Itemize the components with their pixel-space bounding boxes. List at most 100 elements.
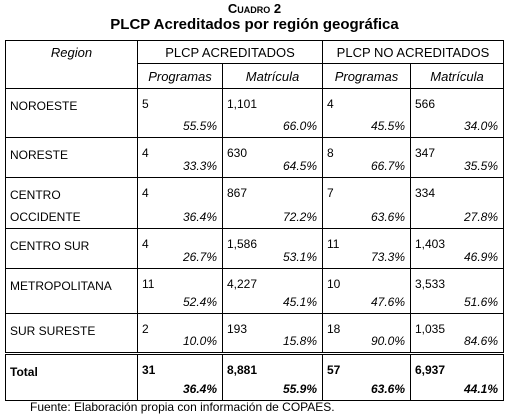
percent: 35.5% — [463, 159, 499, 173]
table-row: CENTRO OCCIDENTE 4 36.4% 867 72.2% 7 63.6% 334 2… — [5, 177, 505, 229]
percent: 63.6% — [370, 382, 405, 396]
data-cell: 566 34.0% — [409, 88, 505, 138]
count: 6,937 — [415, 363, 446, 377]
percent: 64.5% — [282, 159, 317, 173]
count: 1,035 — [415, 322, 446, 336]
region-name: SUR SURESTE — [10, 324, 96, 338]
subheader: Programas — [137, 63, 223, 89]
region-cell: CENTRO SUR — [5, 228, 138, 269]
percent: 27.8% — [463, 210, 499, 224]
count: 4,227 — [227, 277, 258, 291]
table-row: CENTRO SUR 4 26.7% 1,586 53.1% 11 73.3% 1,403 46… — [5, 228, 505, 269]
data-cell: 6,937 44.1% — [409, 352, 505, 401]
percent: 63.6% — [370, 210, 405, 224]
data-cell: 347 35.5% — [409, 137, 505, 178]
count: 334 — [415, 186, 436, 200]
percent: 51.6% — [463, 295, 499, 309]
region-name: NORESTE — [10, 148, 69, 162]
percent: 45.5% — [370, 119, 405, 133]
region-cell: NORESTE — [5, 137, 138, 178]
data-cell: 4 36.4% — [137, 177, 223, 229]
percent: 66.7% — [370, 159, 405, 173]
count: 5 — [142, 97, 149, 111]
data-cell: 630 64.5% — [222, 137, 323, 178]
data-cell: 4 26.7% — [137, 228, 223, 269]
data-cell: 1,586 53.1% — [222, 228, 323, 269]
data-cell: 8 66.7% — [322, 137, 411, 178]
percent: 45.1% — [282, 295, 317, 309]
percent: 53.1% — [282, 250, 317, 264]
data-cell: 10 47.6% — [322, 268, 411, 314]
count: 1,586 — [227, 237, 258, 251]
region-name: CENTRO OCCIDENTE — [10, 188, 81, 224]
count: 566 — [415, 97, 436, 111]
count: 11 — [327, 237, 340, 251]
count: 57 — [327, 363, 341, 377]
count: 8,881 — [227, 363, 258, 377]
count: 4 — [327, 97, 334, 111]
percent: 72.2% — [282, 210, 317, 224]
subheader: Matrícula — [409, 63, 505, 89]
data-cell: 7 63.6% — [322, 177, 411, 229]
data-cell: 1,403 46.9% — [409, 228, 505, 269]
data-cell: 334 27.8% — [409, 177, 505, 229]
count: 8 — [327, 146, 334, 160]
data-cell: 3,533 51.6% — [409, 268, 505, 314]
data-cell: 18 90.0% — [322, 313, 411, 354]
percent: 44.1% — [463, 382, 499, 396]
percent: 55.5% — [182, 119, 217, 133]
table-row: NORESTE 4 33.3% 630 64.5% 8 66.7% 347 35.5% — [5, 137, 505, 178]
count: 347 — [415, 146, 436, 160]
data-table: Region PLCP ACREDITADOS PLCP NO ACREDITA… — [5, 40, 505, 401]
count: 7 — [327, 186, 334, 200]
data-cell: 5 55.5% — [137, 88, 223, 138]
region-cell: METROPOLITANA — [5, 268, 138, 314]
source-note: Fuente: Elaboración propia con informaci… — [30, 400, 335, 414]
count: 2 — [142, 322, 149, 336]
count: 630 — [227, 146, 248, 160]
percent: 15.8% — [282, 334, 317, 348]
percent: 36.4% — [182, 382, 217, 396]
count: 1,101 — [227, 97, 258, 111]
region-cell: Total — [5, 352, 138, 401]
count: 4 — [142, 186, 149, 200]
percent: 90.0% — [370, 334, 405, 348]
data-cell: 867 72.2% — [222, 177, 323, 229]
region-name: NOROESTE — [10, 99, 78, 113]
data-cell: 11 52.4% — [137, 268, 223, 314]
data-cell: 4,227 45.1% — [222, 268, 323, 314]
count: 193 — [227, 322, 248, 336]
count: 10 — [327, 277, 341, 291]
region-name: CENTRO SUR — [10, 239, 90, 253]
subheader: Matrícula — [222, 63, 323, 89]
table-row: METROPOLITANA 11 52.4% 4,227 45.1% 10 47.6% 3,5… — [5, 268, 505, 314]
count: 18 — [327, 322, 341, 336]
group-header: PLCP NO ACREDITADOS — [321, 40, 505, 64]
percent: 36.4% — [182, 210, 217, 224]
region-name: Total — [10, 365, 38, 379]
table-row: SUR SURESTE 2 10.0% 193 15.8% 18 90.0% 1,035 84.… — [5, 313, 505, 354]
percent: 73.3% — [370, 250, 405, 264]
percent: 10.0% — [182, 334, 217, 348]
count: 867 — [227, 186, 248, 200]
region-name: METROPOLITANA — [10, 279, 112, 293]
percent: 84.6% — [463, 334, 499, 348]
table-row: NOROESTE 5 55.5% 1,101 66.0% 4 45.5% 566 34.0% — [5, 88, 505, 138]
percent: 55.9% — [282, 382, 317, 396]
percent: 46.9% — [463, 250, 499, 264]
data-cell: 4 45.5% — [322, 88, 411, 138]
percent: 26.7% — [182, 250, 217, 264]
count: 4 — [142, 146, 149, 160]
table-row: Total 31 36.4% 8,881 55.9% 57 63.6% 6,937 44.1% — [5, 352, 505, 401]
data-cell: 4 33.3% — [137, 137, 223, 178]
count: 4 — [142, 237, 149, 251]
data-cell: 8,881 55.9% — [222, 352, 323, 401]
data-cell: 57 63.6% — [322, 352, 411, 401]
count: 11 — [142, 277, 155, 291]
table-label: Cuadro 2 — [227, 1, 282, 16]
region-cell: SUR SURESTE — [5, 313, 138, 354]
subheader: Programas — [322, 63, 411, 89]
percent: 66.0% — [282, 119, 317, 133]
count: 3,533 — [415, 277, 446, 291]
count: 31 — [142, 363, 156, 377]
